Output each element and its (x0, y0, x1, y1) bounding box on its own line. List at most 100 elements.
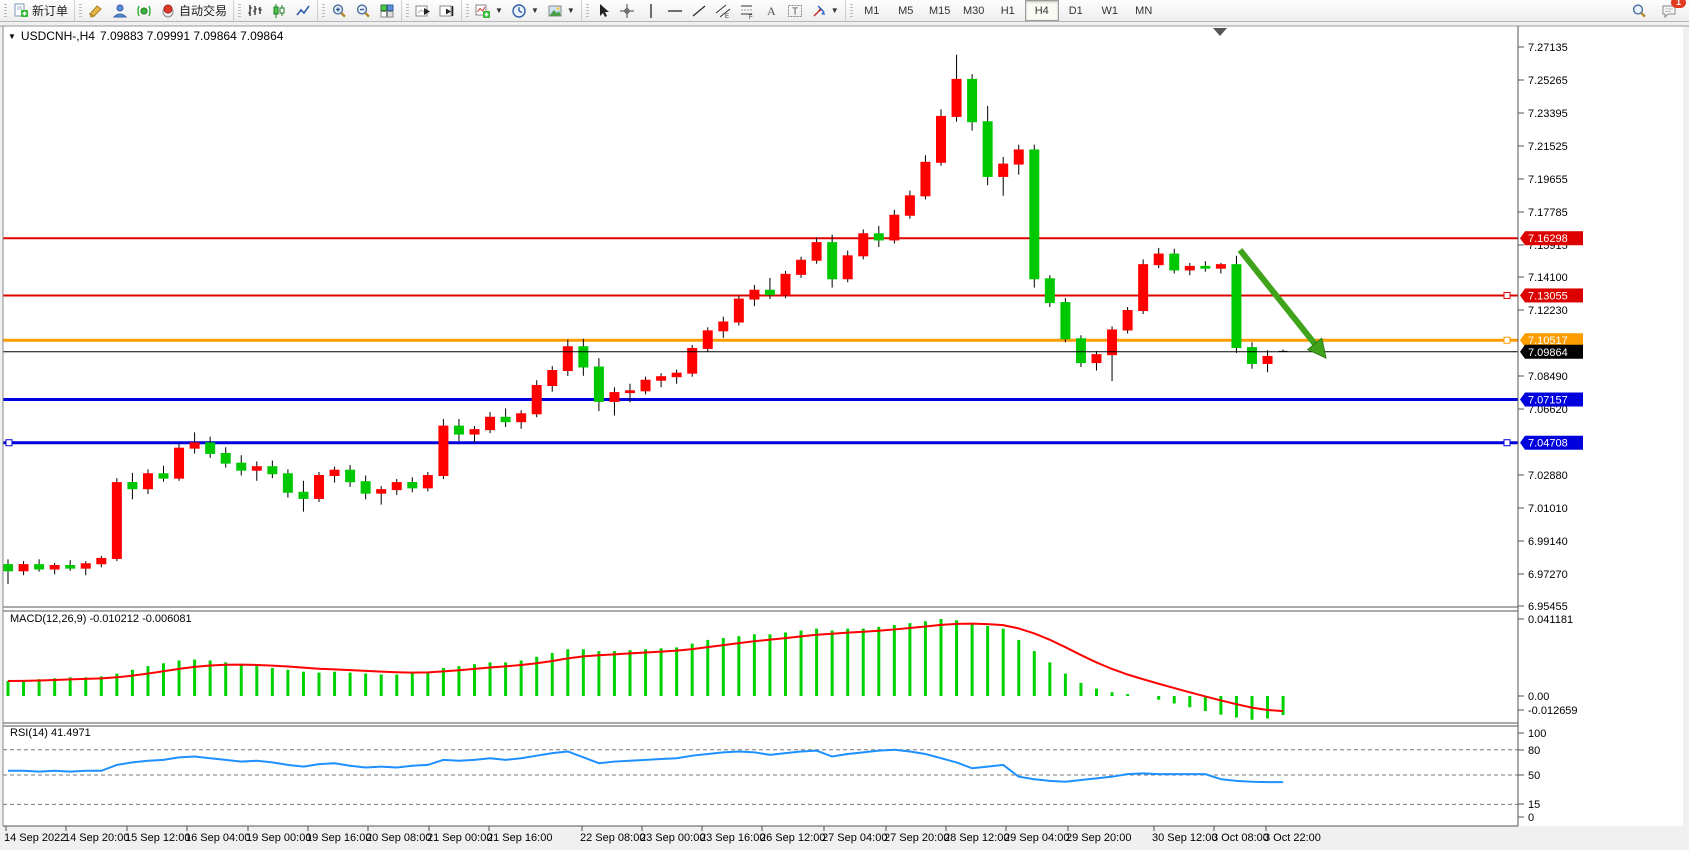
chart-shift-marker[interactable] (1213, 28, 1227, 36)
timeframe-m30-button[interactable]: M30 (963, 4, 985, 17)
timeframe-m1-button[interactable]: M1 (864, 4, 880, 17)
autotrade-label: 自动交易 (179, 4, 228, 18)
periods-button[interactable]: ▼ (507, 0, 543, 21)
macd-panel (6, 618, 1285, 720)
downtrend-arrow[interactable] (1237, 248, 1327, 359)
pivot-line-handle[interactable] (1503, 336, 1511, 344)
support-1-badge: 7.07157 (1520, 392, 1583, 407)
toolbar-group (317, 0, 401, 21)
tile-windows-button[interactable] (375, 0, 399, 21)
autotrade-button[interactable]: 自动交易 (156, 0, 231, 21)
text-label-icon: T (787, 3, 803, 19)
support-line-2-handle[interactable] (1503, 439, 1511, 447)
price-chart[interactable]: 7.27135 7.25265 7.23395 7.21525 7.19655 7.177… (0, 22, 1689, 850)
new-order-button[interactable]: 新订单 (9, 0, 72, 21)
arrows-button[interactable]: ▼ (807, 0, 843, 21)
auto-scroll-button[interactable] (411, 0, 435, 21)
autotrade-icon (160, 3, 176, 19)
signals-icon (136, 3, 152, 19)
chat-button[interactable]: 1 (1657, 0, 1686, 21)
timeframe-h4-button[interactable]: H4 (1024, 0, 1059, 21)
horizontal-line-button[interactable] (663, 0, 687, 21)
timeframe-m5-button[interactable]: M5 (898, 4, 914, 17)
time-tick-label: 27 Sep 20:00 (884, 832, 949, 844)
line-chart-button[interactable] (291, 0, 315, 21)
chart-window[interactable]: 7.27135 7.25265 7.23395 7.21525 7.19655 7.177… (0, 22, 1689, 850)
time-tick-label: 3 Oct 08:00 (1212, 832, 1269, 844)
timeframe-m15-button[interactable]: M15 (929, 4, 951, 17)
time-tick-label: 14 Sep 2022 (4, 832, 66, 844)
toolbar: 新订单 自动交易 ▼ ▼ ▼ E F A T ▼ M1 M5 M15 M30 H1 H4 D1 W1 MN 1 (0, 0, 1689, 22)
group-grip (466, 3, 470, 18)
rsi-line (8, 748, 1284, 784)
macd-axis-label: 0.041181 (1528, 614, 1573, 626)
price-tick-label: 7.17785 (1528, 207, 1568, 219)
current-price-badge: 7.09864 (1520, 344, 1583, 359)
chart-symbol-period: USDCNH-,H4 (20, 29, 95, 43)
support-line-2-handle[interactable] (5, 439, 13, 447)
group-grip (585, 3, 589, 18)
svg-text:E: E (725, 14, 729, 19)
bar-chart-button[interactable] (243, 0, 267, 21)
time-tick-label: 29 Sep 20:00 (1066, 832, 1131, 844)
timeframe-d1-button[interactable]: D1 (1068, 4, 1083, 17)
time-tick-label: 23 Sep 00:00 (640, 832, 705, 844)
group-grip (849, 3, 853, 18)
timeframe-w1-button[interactable]: W1 (1101, 4, 1118, 17)
svg-text:7.09864: 7.09864 (1528, 347, 1568, 359)
community-button[interactable] (108, 0, 132, 21)
candlestick-chart-icon (271, 3, 287, 19)
price-tick-label: 7.01010 (1528, 503, 1568, 515)
time-tick-label: 15 Sep 12:00 (125, 832, 190, 844)
fibonacci-button[interactable]: F (735, 0, 759, 21)
chart-dropdown-icon[interactable]: ▼ (8, 31, 16, 41)
trendline-button[interactable] (687, 0, 711, 21)
price-tick-label: 6.97270 (1528, 569, 1568, 581)
chart-shift-button[interactable] (435, 0, 459, 21)
timeframe-h1-button[interactable]: H1 (1000, 4, 1015, 17)
toolbar-group (233, 0, 317, 21)
price-tick-label: 7.06620 (1528, 404, 1568, 416)
macd-axis-label: 0.00 (1528, 691, 1549, 703)
time-tick-label: 16 Sep 04:00 (185, 832, 250, 844)
text-button[interactable]: A (759, 0, 783, 21)
time-tick-label: 20 Sep 08:00 (366, 832, 431, 844)
timeframe-mn-button[interactable]: MN (1135, 4, 1153, 17)
toolbar-right: 1 (1627, 0, 1689, 21)
zoom-out-button[interactable] (351, 0, 375, 21)
time-tick-label: 29 Sep 04:00 (1004, 832, 1069, 844)
macd-axis-label: -0.012659 (1528, 705, 1578, 717)
horizontal-line-icon (667, 3, 683, 19)
macd-indicator-label: MACD(12,26,9) -0.010212 -0.006081 (10, 613, 192, 625)
time-tick-label: 28 Sep 12:00 (944, 832, 1009, 844)
text-label-button[interactable]: T (783, 0, 807, 21)
resistance-line-2-handle[interactable] (1503, 291, 1511, 299)
indicators-button[interactable]: ▼ (471, 0, 507, 21)
price-tick-label: 7.27135 (1528, 42, 1568, 54)
cursor-icon (595, 3, 611, 19)
cursor-button[interactable] (591, 0, 615, 21)
price-tick-label: 7.14100 (1528, 272, 1568, 284)
toolbar-group (401, 0, 461, 21)
notification-badge: 1 (1671, 0, 1686, 8)
price-tick-label: 7.02880 (1528, 470, 1568, 482)
svg-text:7.16298: 7.16298 (1528, 233, 1568, 245)
templates-button[interactable]: ▼ (543, 0, 579, 21)
chevron-down-icon: ▼ (495, 6, 503, 15)
candlestick-chart-button[interactable] (267, 0, 291, 21)
rsi-axis-label: 80 (1528, 745, 1540, 757)
crosshair-button[interactable] (615, 0, 639, 21)
resistance-2-badge: 7.13055 (1520, 288, 1583, 303)
zoom-in-button[interactable] (327, 0, 351, 21)
equidistant-channel-button[interactable]: E (711, 0, 735, 21)
styles-button[interactable] (84, 0, 108, 21)
rsi-axis-label: 15 (1528, 799, 1540, 811)
search-button[interactable] (1627, 0, 1651, 21)
time-tick-label: 19 Sep 16:00 (306, 832, 371, 844)
toolbar-group: 自动交易 (74, 0, 233, 21)
chevron-down-icon: ▼ (566, 6, 575, 15)
signals-button[interactable] (132, 0, 156, 21)
time-tick-label: 30 Sep 12:00 (1152, 832, 1217, 844)
vertical-line-button[interactable] (639, 0, 663, 21)
